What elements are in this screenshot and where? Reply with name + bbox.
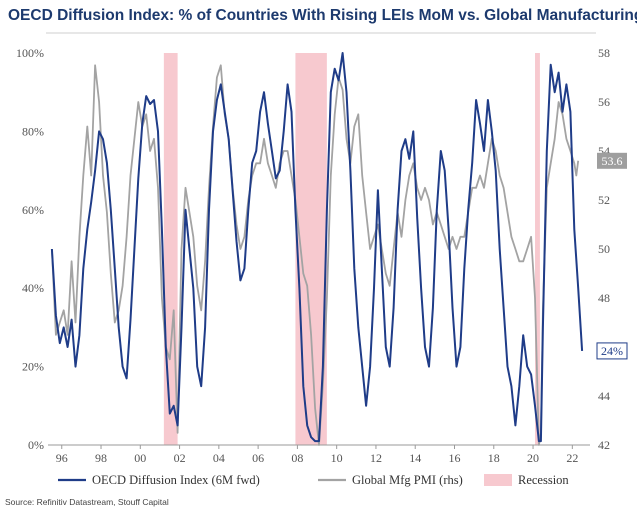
y-left-tick-label: 100%: [16, 46, 44, 60]
y-left-tick-label: 80%: [22, 124, 44, 138]
y-right-tick-label: 42: [598, 438, 610, 452]
series-line-global-pmi: [51, 64, 580, 446]
left-axis: 0% 20% 40% 60% 80% 100%: [16, 46, 44, 452]
legend-item-1: Global Mfg PMI (rhs): [318, 473, 463, 487]
x-tick-label: 98: [95, 451, 107, 465]
end-label-text: 24%: [601, 344, 623, 358]
legend-item-0: OECD Diffusion Index (6M fwd): [58, 473, 260, 487]
source-note: Source: Refinitiv Datastream, Stouff Cap…: [5, 497, 169, 507]
x-tick-label: 18: [488, 451, 500, 465]
y-right-tick-label: 52: [598, 193, 610, 207]
legend-label: Global Mfg PMI (rhs): [352, 473, 463, 487]
x-tick-label: 04: [213, 451, 225, 465]
legend: OECD Diffusion Index (6M fwd) Global Mfg …: [58, 473, 569, 487]
x-tick-label: 08: [291, 451, 303, 465]
series-line-oecd-diffusion: [50, 52, 584, 443]
series-lines: [50, 52, 584, 446]
end-label-oecd-diffusion: 24%: [596, 342, 628, 360]
x-tick-label: 14: [409, 451, 421, 465]
legend-label: Recession: [518, 473, 569, 487]
end-label-text: 53.6: [602, 154, 623, 168]
y-left-tick-label: 40%: [22, 281, 44, 295]
y-left-tick-label: 60%: [22, 203, 44, 217]
y-right-tick-label: 44: [598, 389, 610, 403]
x-tick-label: 12: [370, 451, 382, 465]
end-label-global-pmi: 53.6: [597, 152, 627, 169]
end-labels: 24% 53.6: [596, 152, 628, 360]
end-label-box: [597, 152, 627, 169]
legend-item-2: Recession: [484, 473, 569, 487]
y-left-tick-label: 0%: [28, 438, 44, 452]
chart-title: OECD Diffusion Index: % of Countries Wit…: [8, 7, 637, 24]
y-right-tick-label: 48: [598, 291, 610, 305]
legend-swatch-box: [484, 474, 512, 486]
x-tick-label: 16: [449, 451, 461, 465]
legend-label: OECD Diffusion Index (6M fwd): [92, 473, 260, 487]
y-right-tick-label: 56: [598, 95, 610, 109]
y-right-tick-label: 58: [598, 46, 610, 60]
x-tick-label: 06: [252, 451, 264, 465]
x-tick-label: 20: [527, 451, 539, 465]
x-tick-label: 96: [56, 451, 68, 465]
y-right-tick-label: 50: [598, 242, 610, 256]
right-axis: 424446485052545658: [598, 46, 610, 452]
recession-band-2: [535, 53, 540, 445]
x-tick-label: 00: [134, 451, 146, 465]
x-tick-label: 10: [331, 451, 343, 465]
y-left-tick-label: 20%: [22, 360, 44, 374]
end-label-box: [596, 342, 628, 360]
x-tick-label: 02: [174, 451, 186, 465]
x-axis: 96 98 00 02 04 06 08 10 12 14 16 18 20 22: [56, 445, 578, 465]
x-tick-label: 22: [566, 451, 578, 465]
recession-bands: [163, 53, 540, 445]
